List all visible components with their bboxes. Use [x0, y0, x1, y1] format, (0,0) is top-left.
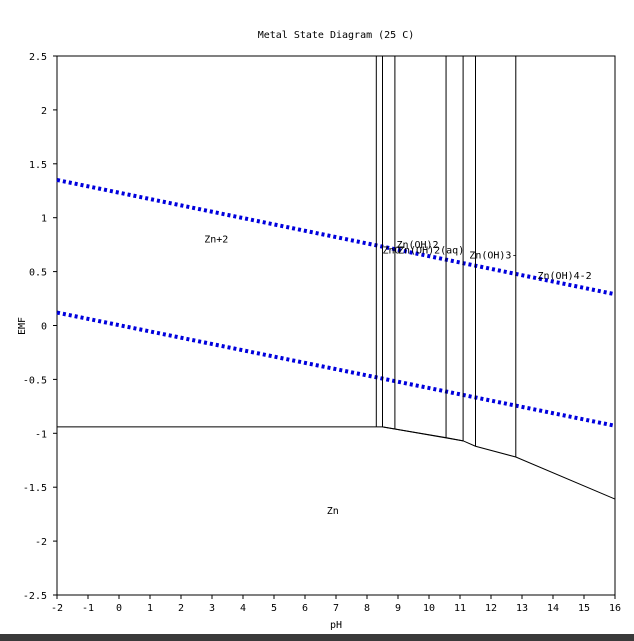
- chart-title: Metal State Diagram (25 C): [258, 30, 415, 41]
- y-tick-label-8: -1.5: [23, 483, 47, 494]
- y-tick-label-3: 1: [41, 214, 47, 225]
- y-axis-label: EMF: [17, 317, 28, 335]
- y-tick-label-9: -2: [35, 537, 47, 548]
- region-label-5: Zn(OH)3-: [469, 251, 517, 262]
- x-tick-label-7: 5: [271, 603, 277, 614]
- y-tick-label-0: 2.5: [29, 52, 47, 63]
- y-tick-label-5: 0: [41, 322, 47, 333]
- region-label-3: ZnO: [383, 245, 401, 256]
- x-tick-label-18: 16: [609, 603, 621, 614]
- x-axis-label: pH: [330, 620, 342, 631]
- boundary-line-3: [382, 426, 464, 442]
- boundary-line-2: [376, 426, 616, 500]
- x-tick-label-8: 6: [302, 603, 308, 614]
- x-tick-label-14: 12: [485, 603, 497, 614]
- region-label-1: Zn+2: [204, 234, 228, 245]
- water-lines: [56, 178, 616, 428]
- y-tick-label-2: 1.5: [29, 160, 47, 171]
- x-tick-label-9: 7: [333, 603, 339, 614]
- region-label-6: Zn(OH)4-2: [538, 271, 592, 282]
- x-tick-label-15: 13: [516, 603, 528, 614]
- x-tick-label-0: -2: [51, 603, 63, 614]
- x-tick-label-6: 4: [240, 603, 246, 614]
- y-tick-label-4: 0.5: [29, 268, 47, 279]
- y-tick-label-10: -2.5: [23, 591, 47, 602]
- phase-boundaries: [57, 56, 616, 500]
- y-tick-label-7: -1: [35, 429, 47, 440]
- x-axis-ticks: -2 -1 0 1 2 3 4 5 6 7 8 9 10 11 12 13 14 15 16: [51, 595, 621, 614]
- x-tick-label-3: 1: [147, 603, 153, 614]
- x-tick-label-1: -1: [82, 603, 94, 614]
- x-tick-label-17: 15: [578, 603, 590, 614]
- x-tick-label-5: 3: [209, 603, 215, 614]
- region-label-4: Zn(OH)2(aq): [398, 245, 464, 256]
- x-tick-label-16: 14: [547, 603, 559, 614]
- y-tick-label-6: -0.5: [23, 375, 47, 386]
- x-tick-label-12: 10: [423, 603, 435, 614]
- y-axis-ticks: 2.5 2 1.5 1 0.5 0 -0.5 -1 -1.5 -2 -2.5: [23, 52, 57, 602]
- region-label-2: Zn(OH)2: [396, 240, 438, 251]
- x-tick-label-11: 9: [395, 603, 401, 614]
- water-line-1: [56, 178, 616, 297]
- y-tick-label-1: 2: [41, 106, 47, 117]
- x-tick-label-2: 0: [116, 603, 122, 614]
- water-line-2: [56, 310, 616, 428]
- region-label-7: Zn: [327, 506, 339, 517]
- bottom-bar: [0, 634, 634, 641]
- x-tick-label-10: 8: [364, 603, 370, 614]
- x-tick-label-13: 11: [454, 603, 466, 614]
- x-tick-label-4: 2: [178, 603, 184, 614]
